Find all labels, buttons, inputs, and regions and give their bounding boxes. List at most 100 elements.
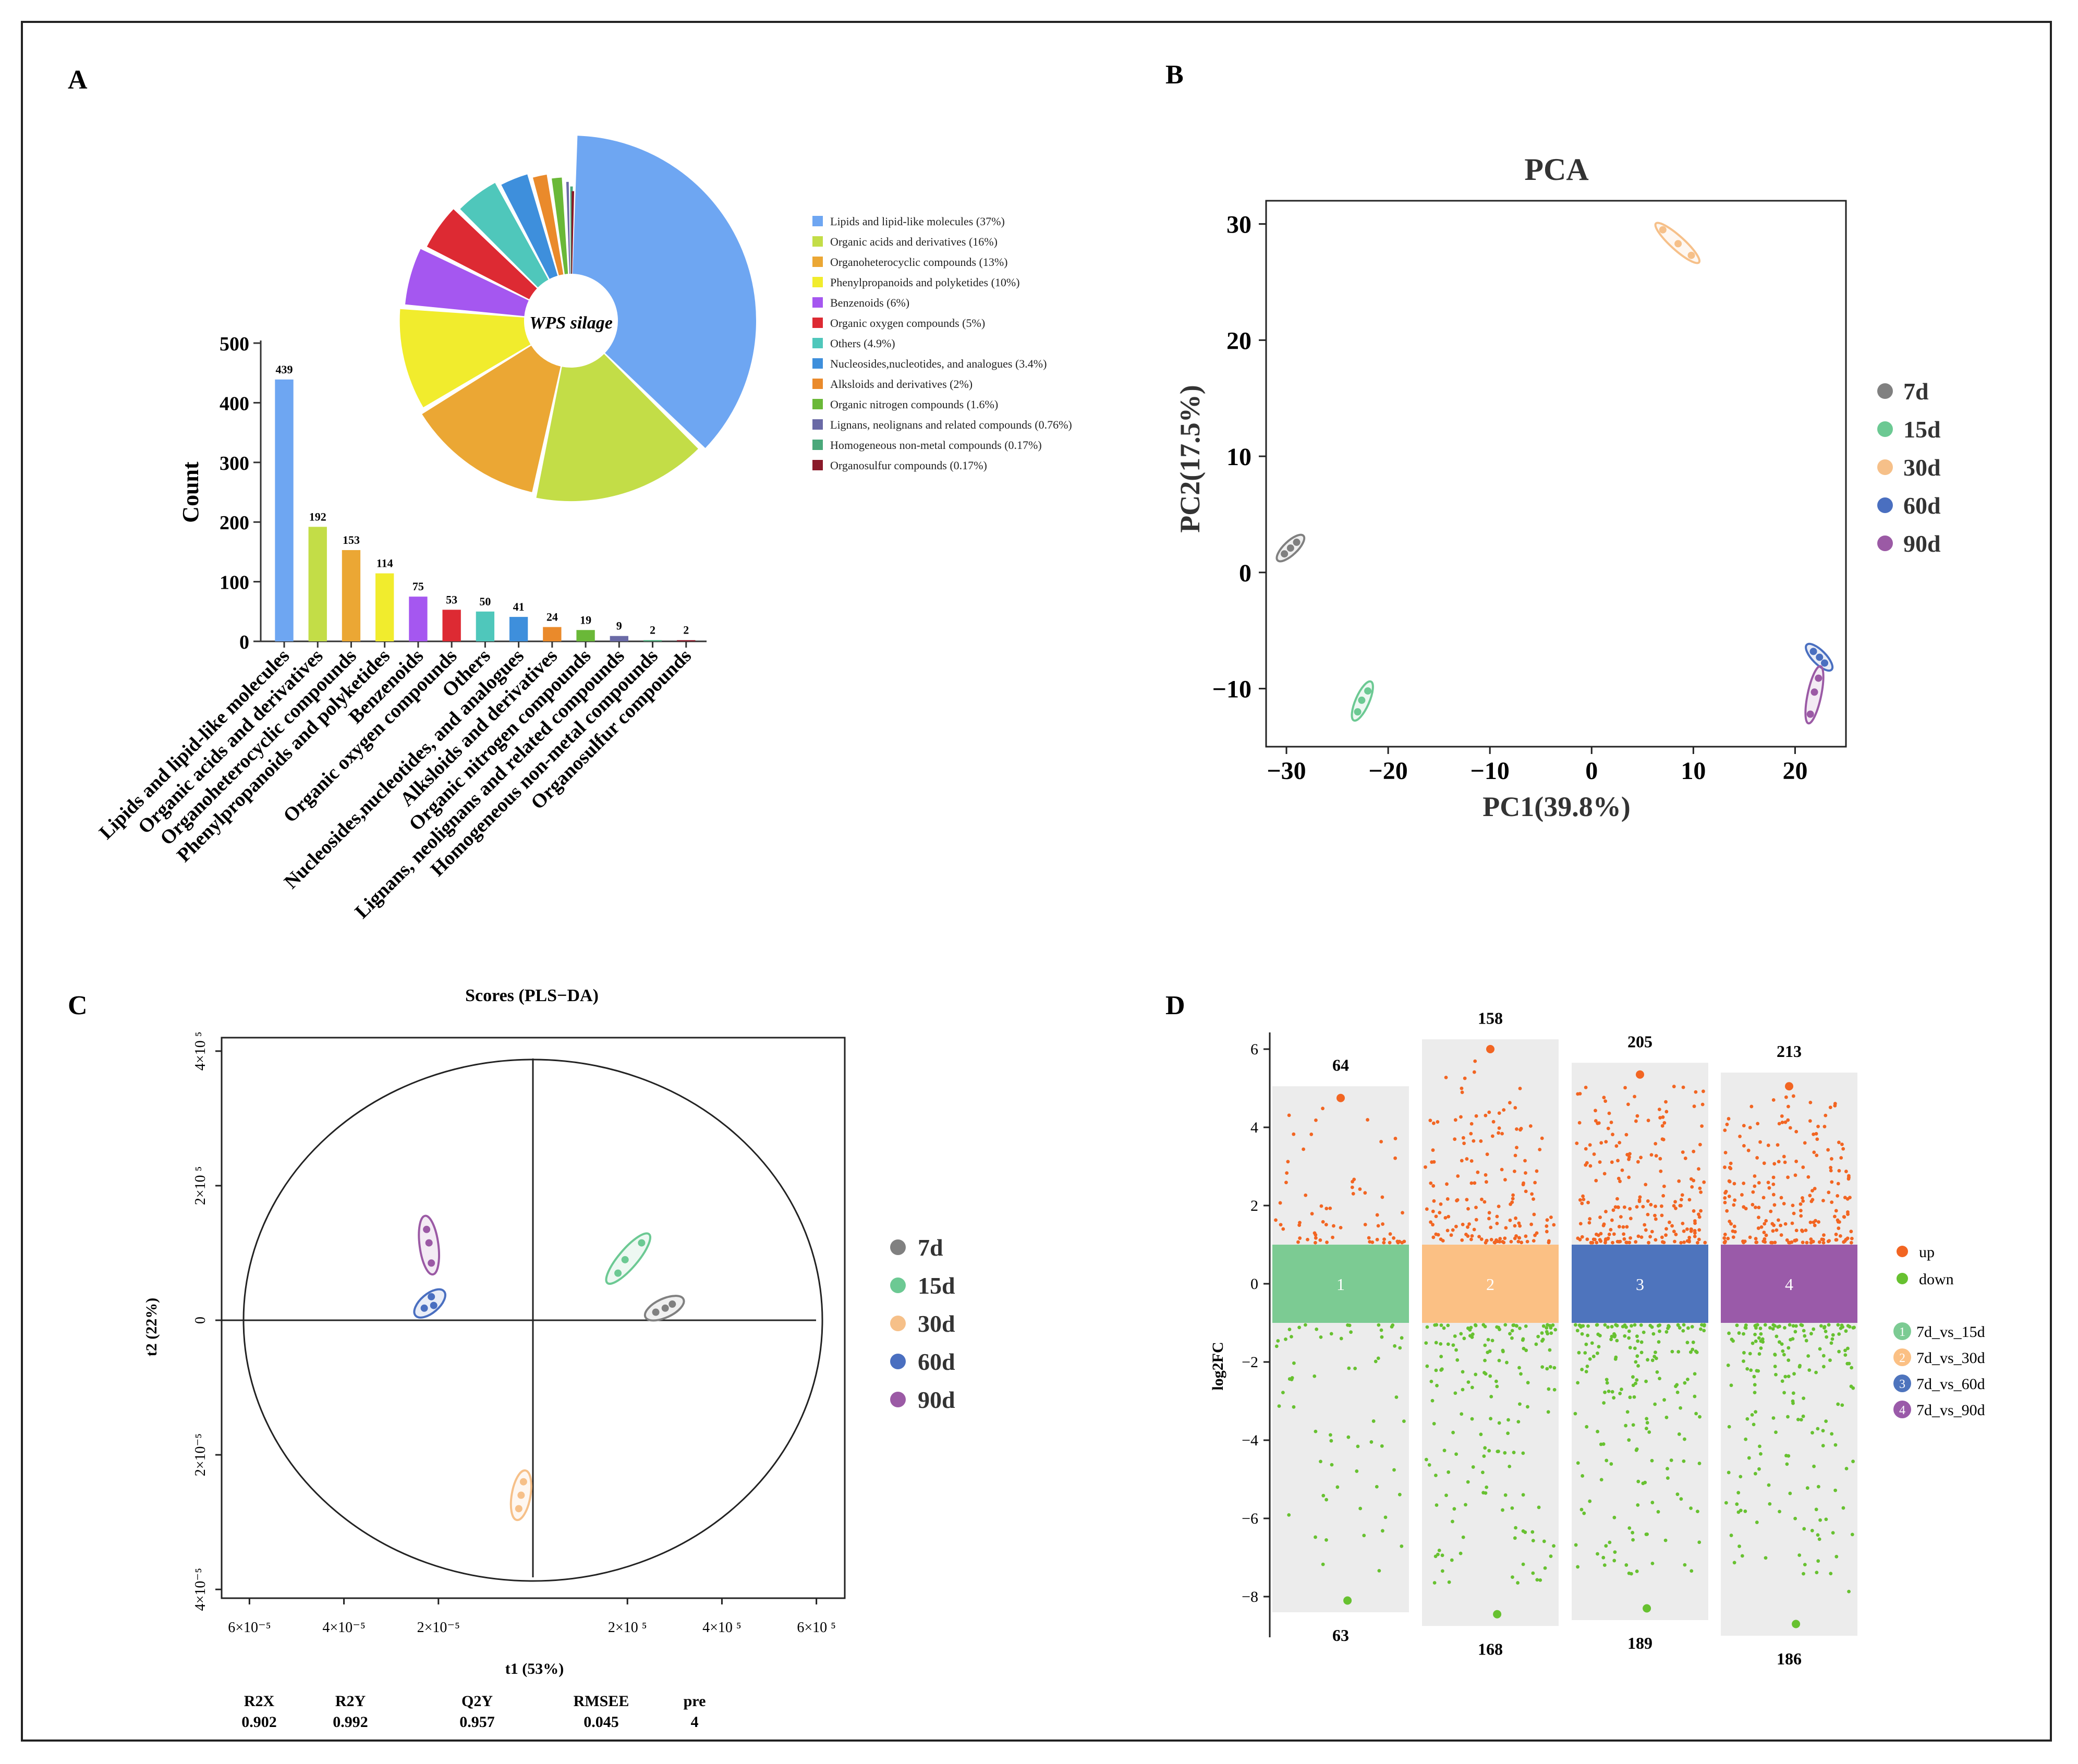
down-point (1847, 1589, 1851, 1593)
up-point (1533, 1233, 1537, 1237)
down-point (1398, 1346, 1402, 1350)
down-point (1848, 1325, 1852, 1329)
pca-y-label: PC2(17.5%) (1174, 385, 1206, 532)
up-point (1723, 1165, 1727, 1169)
legend-label: Organic acids and derivatives (16%) (830, 235, 998, 248)
down-point (1635, 1447, 1639, 1451)
up-point (1840, 1142, 1844, 1147)
up-point (1833, 1214, 1837, 1219)
up-point (1368, 1240, 1372, 1244)
down-point (1688, 1350, 1693, 1354)
down-point (1752, 1422, 1756, 1427)
up-point (1826, 1148, 1830, 1152)
up-point (1601, 1223, 1606, 1227)
down-point (1821, 1429, 1825, 1433)
up-point (1801, 1196, 1804, 1200)
bar-y-tick-label: 400 (220, 393, 249, 415)
down-point (1303, 1323, 1307, 1327)
up-point (1813, 1187, 1817, 1190)
down-point (1639, 1340, 1644, 1344)
up-point (1484, 1173, 1488, 1177)
down-point (1699, 1327, 1703, 1331)
legend-swatch (812, 338, 823, 348)
down-point (1812, 1327, 1816, 1331)
up-point (1518, 1224, 1522, 1228)
up-point (1798, 1202, 1803, 1206)
group-band (1721, 1245, 1857, 1323)
bar (442, 610, 461, 641)
plsda-legend-marker (890, 1316, 906, 1331)
down-point (1497, 1325, 1501, 1330)
down-point (1690, 1569, 1694, 1573)
down-point (1836, 1402, 1840, 1406)
up-point (1380, 1195, 1384, 1199)
down-point (1624, 1424, 1628, 1428)
bar-value-label: 2 (650, 624, 655, 637)
up-point (1466, 1225, 1469, 1229)
down-point (1314, 1535, 1317, 1539)
bar (610, 636, 628, 641)
down-point (1780, 1379, 1784, 1383)
up-point (1815, 1137, 1819, 1141)
down-point (1830, 1432, 1834, 1436)
down-point (1841, 1506, 1845, 1510)
stat-name: Q2Y (461, 1693, 493, 1710)
down-point (1691, 1340, 1695, 1344)
down-point (1635, 1570, 1639, 1573)
down-point (1610, 1334, 1614, 1339)
log2fc-y-tick-label: −6 (1242, 1510, 1258, 1527)
up-point (1732, 1224, 1736, 1228)
down-point (1850, 1532, 1854, 1537)
up-point (1794, 1159, 1798, 1163)
down-point (1483, 1343, 1487, 1347)
up-point (1808, 1119, 1812, 1123)
up-point (1702, 1180, 1706, 1184)
up-point (1792, 1211, 1796, 1215)
down-point (1627, 1329, 1631, 1333)
down-point (1644, 1379, 1648, 1383)
down-point (1816, 1533, 1820, 1537)
stat-value: 0.045 (584, 1713, 619, 1731)
down-point (1635, 1334, 1639, 1339)
down-point (1642, 1330, 1646, 1334)
down-point (1624, 1325, 1628, 1329)
down-point (1850, 1366, 1854, 1370)
down-point (1609, 1337, 1613, 1342)
up-point (1692, 1104, 1696, 1109)
down-point (1658, 1323, 1662, 1327)
up-point (1673, 1200, 1677, 1204)
down-point (1669, 1458, 1673, 1462)
up-point (1850, 1236, 1854, 1240)
up-point (1679, 1198, 1683, 1201)
down-point (1774, 1430, 1778, 1434)
up-point (1810, 1240, 1814, 1244)
pca-plot-frame (1265, 200, 1847, 748)
bar-value-label: 9 (616, 619, 622, 632)
down-point (1580, 1368, 1584, 1371)
down-point (1759, 1332, 1763, 1336)
down-point (1633, 1346, 1637, 1351)
down-point (1757, 1336, 1761, 1340)
down-point (1451, 1430, 1455, 1434)
up-point (1754, 1206, 1757, 1209)
down-point (1851, 1386, 1855, 1390)
bar-y-label: Count (178, 461, 203, 523)
donut-legend: Lipids and lipid-like molecules (37%) Org… (812, 215, 1072, 472)
up-point (1509, 1239, 1513, 1244)
down-point (1454, 1452, 1458, 1456)
up-point (1578, 1198, 1582, 1202)
up-point (1508, 1218, 1512, 1222)
down-point (1588, 1499, 1592, 1503)
up-point (1321, 1220, 1325, 1224)
down-point (1801, 1414, 1805, 1418)
up-point (1332, 1224, 1335, 1228)
legend-swatch (812, 236, 823, 247)
up-point (1521, 1183, 1525, 1187)
plsda-title: Scores (PLS−DA) (465, 986, 599, 1005)
up-point (1479, 1139, 1483, 1143)
down-point (1521, 1337, 1525, 1341)
plsda-y-label: t2 (22%) (143, 1298, 160, 1356)
up-point (1502, 1108, 1506, 1112)
down-point (1821, 1365, 1826, 1369)
down-point (1735, 1502, 1739, 1506)
